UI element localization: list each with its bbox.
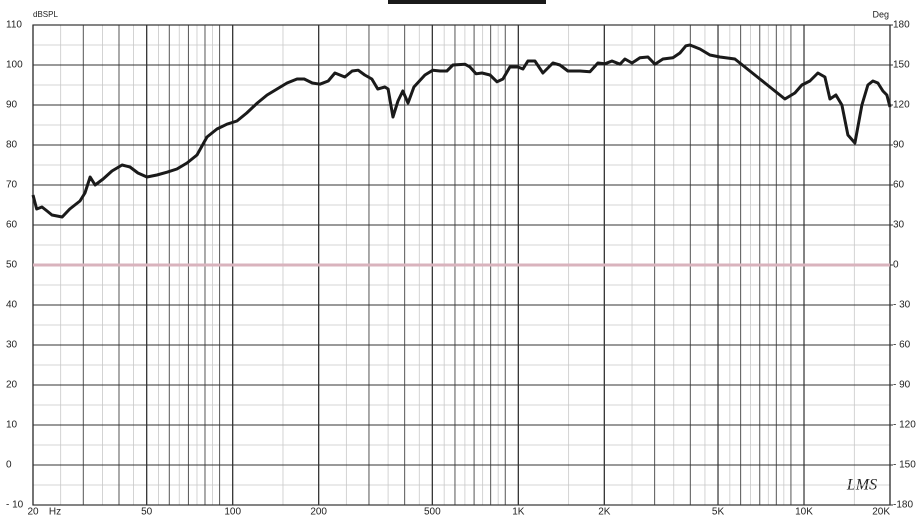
y-tick-label: 40: [6, 300, 18, 311]
y-tick-label: 0: [6, 460, 12, 471]
y-tick-label: 100: [6, 60, 23, 71]
y-axis-label: dBSPL: [33, 10, 58, 19]
y2-tick-label: - 60: [893, 340, 911, 351]
y2-tick-label: - 150: [893, 460, 916, 471]
y2-tick-label: - 90: [893, 380, 911, 391]
y2-tick-label: 0: [893, 260, 899, 271]
y2-tick-label: 150: [893, 60, 910, 71]
y2-tick-label: 120: [893, 100, 910, 111]
y-tick-label: - 10: [6, 500, 24, 511]
legend-swatch: [388, 0, 546, 4]
x-tick-label: 2K: [598, 507, 611, 518]
y-tick-label: 30: [6, 340, 18, 351]
y-tick-label: 110: [6, 20, 22, 31]
x-tick-label: 100: [224, 507, 241, 518]
x-tick-label: 5K: [712, 507, 725, 518]
x-tick-label: 50: [141, 507, 153, 518]
y-tick-label: 20: [6, 380, 18, 391]
y2-tick-label: 60: [893, 180, 905, 191]
response-line: [31, 43, 892, 219]
y-tick-label: 50: [6, 260, 18, 271]
x-tick-label: 200: [310, 507, 327, 518]
y2-tick-label: 180: [893, 20, 910, 31]
y2-tick-label: -180: [893, 500, 913, 511]
y2-tick-label: 30: [893, 220, 905, 231]
y-tick-label: 90: [6, 100, 18, 111]
y2-axis-label: Deg: [872, 9, 889, 19]
x-tick-label: 20K: [872, 507, 890, 518]
y-tick-label: 60: [6, 220, 18, 231]
x-unit-label: Hz: [49, 507, 61, 518]
x-tick-label: 10K: [795, 507, 813, 518]
x-tick-label: 500: [424, 507, 441, 518]
x-tick-label: 20: [27, 507, 39, 518]
y-tick-label: 80: [6, 140, 18, 151]
y-tick-label: 10: [6, 420, 18, 431]
y2-tick-label: - 120: [893, 420, 916, 431]
y2-tick-label: - 30: [893, 300, 911, 311]
y2-tick-label: 90: [893, 140, 905, 151]
x-tick-label: 1K: [512, 507, 525, 518]
y-tick-label: 70: [6, 180, 18, 191]
